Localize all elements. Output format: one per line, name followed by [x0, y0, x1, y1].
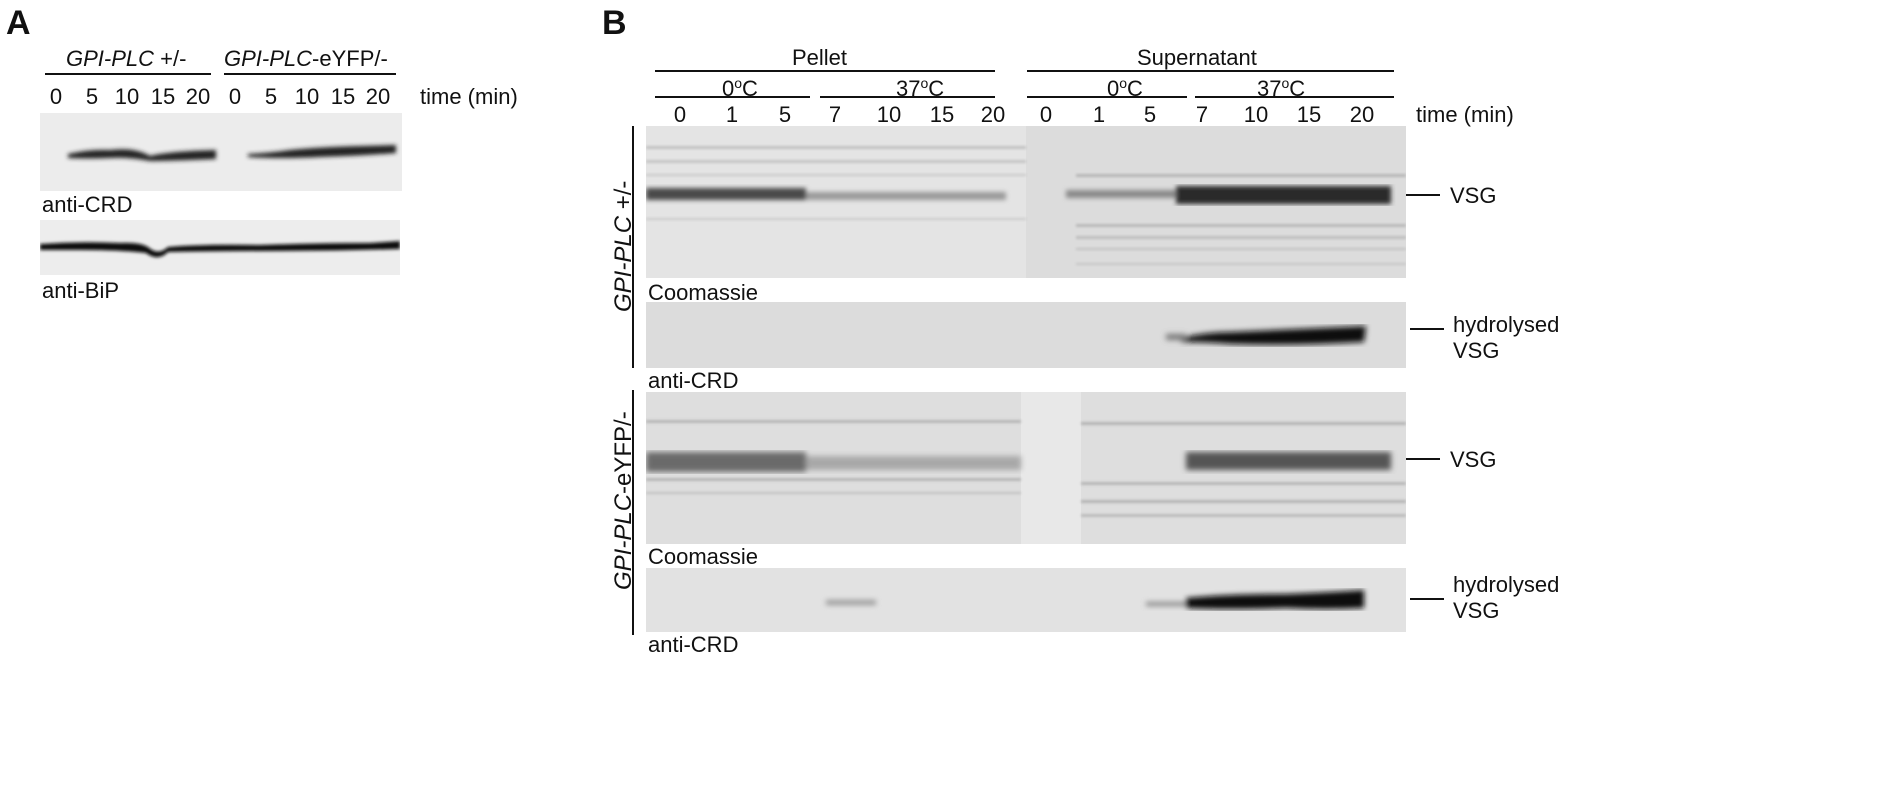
panel-a-group2-label: GPI-PLC-eYFP/-: [224, 46, 388, 71]
panel-b-lane-label: 5: [1143, 102, 1157, 127]
panel-a-lane-label: 20: [365, 84, 391, 109]
panel-b-super-0c-label: 0oC: [1107, 75, 1143, 101]
panel-b-coomassie-blot-2: [646, 392, 1406, 544]
panel-b-lane-label: 20: [1349, 102, 1375, 127]
panel-b-lane-label: 15: [929, 102, 955, 127]
panel-b-strain1-label: GPI-PLC +/-: [610, 180, 637, 312]
panel-b-vsg-label-1: VSG: [1450, 183, 1497, 208]
panel-b-lane-label: 0: [1039, 102, 1053, 127]
panel-b-hydrolysed-marker-line-1: [1410, 328, 1444, 330]
panel-b-supernatant-label: Supernatant: [1137, 45, 1257, 70]
panel-b-lane-label: 15: [1296, 102, 1322, 127]
panel-a-letter: A: [6, 4, 31, 42]
panel-a-anti-bip-blot: [40, 220, 400, 275]
panel-b-lane-label: 7: [828, 102, 842, 127]
panel-b-anti-crd-label-1: anti-CRD: [648, 368, 739, 393]
panel-b-strain1-rule: [632, 126, 634, 368]
panel-b-anti-crd-blot-2: [646, 568, 1406, 632]
panel-b-hydrolysed-vsg-label-1: VSG: [1453, 338, 1500, 363]
panel-b-coomassie-label-2: Coomassie: [648, 544, 759, 569]
panel-a-anti-crd-label: anti-CRD: [42, 192, 133, 217]
panel-a-lane-label: 0: [228, 84, 242, 109]
panel-b-time-label: time (min): [1416, 102, 1514, 127]
panel-b-hydrolysed-marker-line-2: [1410, 598, 1444, 600]
panel-b-pellet-rule: [655, 70, 995, 72]
panel-a-lane-label: 5: [85, 84, 99, 109]
panel-b-vsg-label-2: VSG: [1450, 447, 1497, 472]
panel-b-pellet-label: Pellet: [792, 45, 848, 70]
panel-a-anti-bip-label: anti-BiP: [42, 278, 120, 303]
panel-b-supernatant-rule: [1027, 70, 1394, 72]
panel-b-hydrolysed-label-2: hydrolysed: [1453, 572, 1560, 597]
panel-a-time-label: time (min): [420, 84, 518, 109]
panel-b-vsg-marker-line-1: [1406, 194, 1440, 196]
panel-b-hydrolysed-label-1: hydrolysed: [1453, 312, 1560, 337]
panel-b-lane-label: 1: [725, 102, 739, 127]
panel-b-pellet-37c-label: 37oC: [896, 75, 945, 101]
panel-a-lane-label: 5: [264, 84, 278, 109]
panel-a-lane-label: 10: [114, 84, 140, 109]
panel-b-vsg-marker-line-2: [1406, 458, 1440, 460]
panel-b-letter: B: [602, 4, 627, 42]
panel-b-lane-label: 20: [980, 102, 1006, 127]
panel-b-hydrolysed-vsg-label-2: VSG: [1453, 598, 1500, 623]
panel-b-pellet-0c-label: 0oC: [722, 75, 758, 101]
panel-b-anti-crd-blot-1: [646, 302, 1406, 368]
panel-b-lane-label: 1: [1092, 102, 1106, 127]
panel-b-super-37c-rule: [1195, 96, 1394, 98]
panel-b-lane-label: 5: [778, 102, 792, 127]
panel-a-lane-label: 15: [150, 84, 176, 109]
panel-b-lane-label: 10: [1243, 102, 1269, 127]
panel-a-lane-label: 10: [294, 84, 320, 109]
panel-b-strain2-rule: [632, 390, 634, 635]
panel-a-group1-rule: [45, 73, 211, 75]
panel-b-anti-crd-label-2: anti-CRD: [648, 632, 739, 657]
panel-b-super-0c-rule: [1027, 96, 1187, 98]
panel-b-lane-label: 0: [673, 102, 687, 127]
panel-b-pellet-37c-rule: [820, 96, 995, 98]
panel-a-lane-label: 0: [49, 84, 63, 109]
panel-b-super-37c-label: 37oC: [1257, 75, 1306, 101]
panel-b-strain2-label: GPI-PLC-eYFP/-: [610, 411, 637, 590]
panel-b-coomassie-blot-1: [646, 126, 1406, 278]
panel-a-lane-label: 20: [185, 84, 211, 109]
panel-a-lane-label: 15: [330, 84, 356, 109]
panel-b-lane-label: 7: [1195, 102, 1209, 127]
panel-b-lane-label: 10: [876, 102, 902, 127]
panel-a-group1-label: GPI-PLC +/-: [66, 46, 187, 71]
panel-b-pellet-0c-rule: [655, 96, 810, 98]
panel-a-group2-rule: [224, 73, 396, 75]
panel-b-coomassie-label-1: Coomassie: [648, 280, 759, 305]
panel-a-anti-crd-blot: [40, 113, 402, 191]
